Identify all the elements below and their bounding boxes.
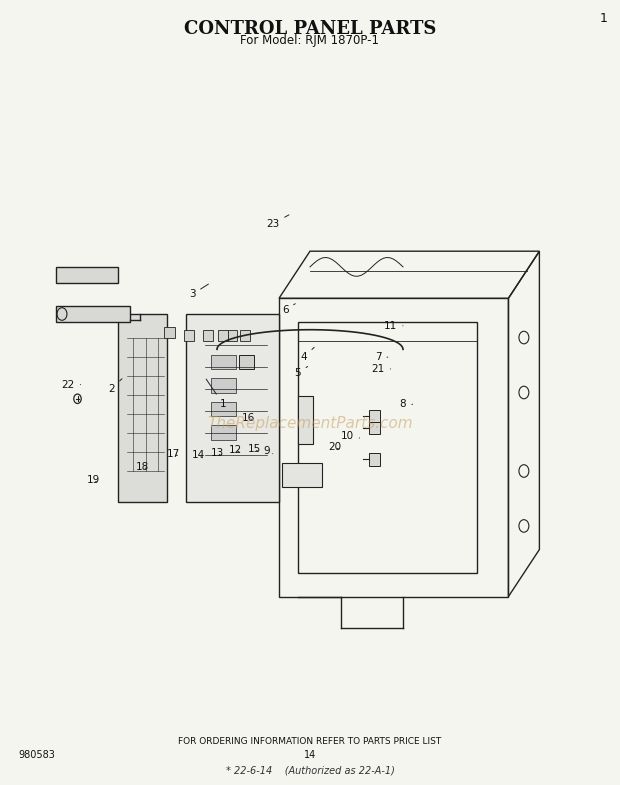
Text: 980583: 980583 <box>19 750 55 760</box>
Text: 23: 23 <box>266 215 289 228</box>
Text: 6: 6 <box>282 304 295 315</box>
Text: 10: 10 <box>340 431 360 440</box>
Bar <box>240 330 250 341</box>
Text: * 22-6-14    (Authorized as 22-A-1): * 22-6-14 (Authorized as 22-A-1) <box>226 766 394 776</box>
Text: 16: 16 <box>241 414 255 423</box>
Text: For Model: RJM 1870P-1: For Model: RJM 1870P-1 <box>241 34 379 47</box>
Text: 2: 2 <box>108 378 122 393</box>
Bar <box>298 396 313 444</box>
Polygon shape <box>186 314 279 502</box>
Text: 22: 22 <box>61 380 81 389</box>
Polygon shape <box>282 463 322 487</box>
Text: 1: 1 <box>600 12 608 25</box>
Text: 13: 13 <box>210 448 224 458</box>
Bar <box>239 355 254 369</box>
Text: 1: 1 <box>206 379 226 409</box>
Bar <box>369 410 380 422</box>
Text: 3: 3 <box>189 284 208 299</box>
Text: 8: 8 <box>400 400 413 409</box>
Bar <box>369 422 380 434</box>
Text: CONTROL PANEL PARTS: CONTROL PANEL PARTS <box>184 20 436 38</box>
Text: 9: 9 <box>264 447 273 456</box>
Bar <box>184 330 194 341</box>
Text: 7: 7 <box>375 352 388 362</box>
Bar <box>211 355 236 369</box>
Text: 18: 18 <box>136 462 149 472</box>
Text: 4: 4 <box>301 347 314 362</box>
Text: 14: 14 <box>192 451 205 460</box>
Polygon shape <box>56 306 130 322</box>
Bar <box>211 378 236 392</box>
Bar <box>218 330 228 341</box>
Polygon shape <box>56 267 118 283</box>
Bar <box>211 425 236 440</box>
Text: 20: 20 <box>328 443 342 452</box>
Text: 19: 19 <box>86 476 100 485</box>
Text: 17: 17 <box>167 449 180 458</box>
Polygon shape <box>118 314 167 502</box>
Text: FOR ORDERING INFORMATION REFER TO PARTS PRICE LIST: FOR ORDERING INFORMATION REFER TO PARTS … <box>179 737 441 747</box>
Bar <box>211 402 236 416</box>
Bar <box>164 327 175 338</box>
Bar <box>203 330 213 341</box>
Text: TheReplacementParts.com: TheReplacementParts.com <box>207 416 413 432</box>
Text: 14: 14 <box>304 750 316 760</box>
Text: 11: 11 <box>384 321 403 330</box>
Text: 5: 5 <box>294 367 308 378</box>
Text: 12: 12 <box>229 445 242 455</box>
Text: 21: 21 <box>371 364 391 374</box>
Bar <box>228 330 237 341</box>
Bar <box>369 453 380 466</box>
Text: 15: 15 <box>247 444 261 454</box>
